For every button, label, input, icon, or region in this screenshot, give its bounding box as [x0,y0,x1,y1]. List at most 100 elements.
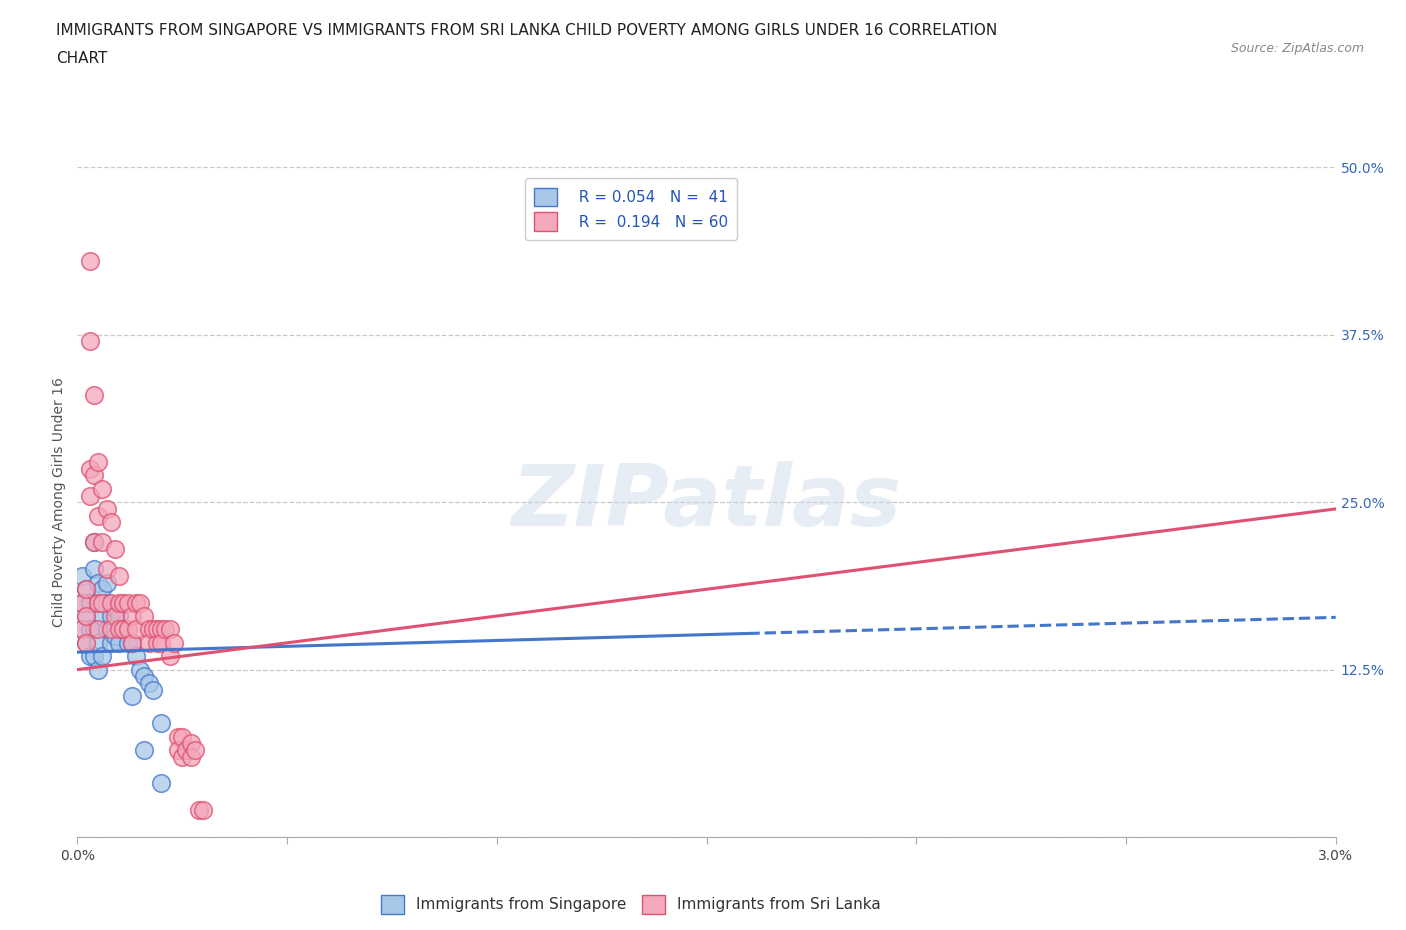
Point [79,488,101,503]
Point [83,468,105,483]
Point [125,622,148,637]
Point [79,595,101,610]
Point [87,508,110,523]
Point [87,595,110,610]
Point [117,635,139,650]
Point [108,635,131,650]
Point [91,482,114,497]
Point [191,803,215,817]
Point [125,649,148,664]
Point [150,776,173,790]
Point [112,595,135,610]
Point [83,649,105,664]
Point [87,575,110,590]
Point [79,649,101,664]
Point [163,635,186,650]
Point [134,742,156,757]
Point [146,622,169,637]
Point [87,662,110,677]
Point [167,729,190,744]
Point [87,455,110,470]
Point [184,742,207,757]
Point [91,582,114,597]
Point [96,622,118,637]
Point [112,622,135,637]
Point [104,608,127,623]
Point [79,622,101,637]
Y-axis label: Child Poverty Among Girls Under 16: Child Poverty Among Girls Under 16 [52,378,66,627]
Point [70,595,93,610]
Point [75,608,97,623]
Point [121,689,143,704]
Text: Source: ZipAtlas.com: Source: ZipAtlas.com [1230,42,1364,55]
Point [150,622,173,637]
Point [79,461,101,476]
Point [159,622,181,637]
Point [91,649,114,664]
Point [79,334,101,349]
Point [70,622,93,637]
Point [96,595,118,610]
Point [142,622,165,637]
Point [70,622,93,637]
Point [172,750,194,764]
Point [138,675,160,690]
Point [83,535,105,550]
Point [83,562,105,577]
Point [91,535,114,550]
Point [108,622,131,637]
Point [75,635,97,650]
Point [121,635,143,650]
Point [146,635,169,650]
Point [117,595,139,610]
Point [104,602,127,617]
Point [100,595,122,610]
Point [142,683,165,698]
Point [75,582,97,597]
Point [91,608,114,623]
Point [79,595,101,610]
Point [96,501,118,516]
Point [108,568,131,583]
Point [100,622,122,637]
Point [100,635,122,650]
Point [155,622,177,637]
Text: CHART: CHART [56,51,108,66]
Point [180,750,202,764]
Point [75,635,97,650]
Point [100,608,122,623]
Point [70,568,93,583]
Point [91,595,114,610]
Point [100,515,122,530]
Point [87,635,110,650]
Point [70,595,93,610]
Point [134,608,156,623]
Point [176,742,198,757]
Point [96,562,118,577]
Point [83,535,105,550]
Point [150,716,173,731]
Point [108,595,131,610]
Point [83,622,105,637]
Point [112,622,135,637]
Point [83,388,105,403]
Text: IMMIGRANTS FROM SINGAPORE VS IMMIGRANTS FROM SRI LANKA CHILD POVERTY AMONG GIRLS: IMMIGRANTS FROM SINGAPORE VS IMMIGRANTS … [56,23,997,38]
Point [129,662,152,677]
Text: ZIPatlas: ZIPatlas [512,460,901,544]
Legend: Immigrants from Singapore, Immigrants from Sri Lanka: Immigrants from Singapore, Immigrants fr… [375,889,887,920]
Point [138,635,160,650]
Point [172,729,194,744]
Point [108,608,131,623]
Point [125,595,148,610]
Point [129,595,152,610]
Point [75,582,97,597]
Point [121,608,143,623]
Point [134,669,156,684]
Point [104,629,127,644]
Point [104,541,127,556]
Point [150,635,173,650]
Point [87,622,110,637]
Point [180,736,202,751]
Point [159,649,181,664]
Point [138,622,160,637]
